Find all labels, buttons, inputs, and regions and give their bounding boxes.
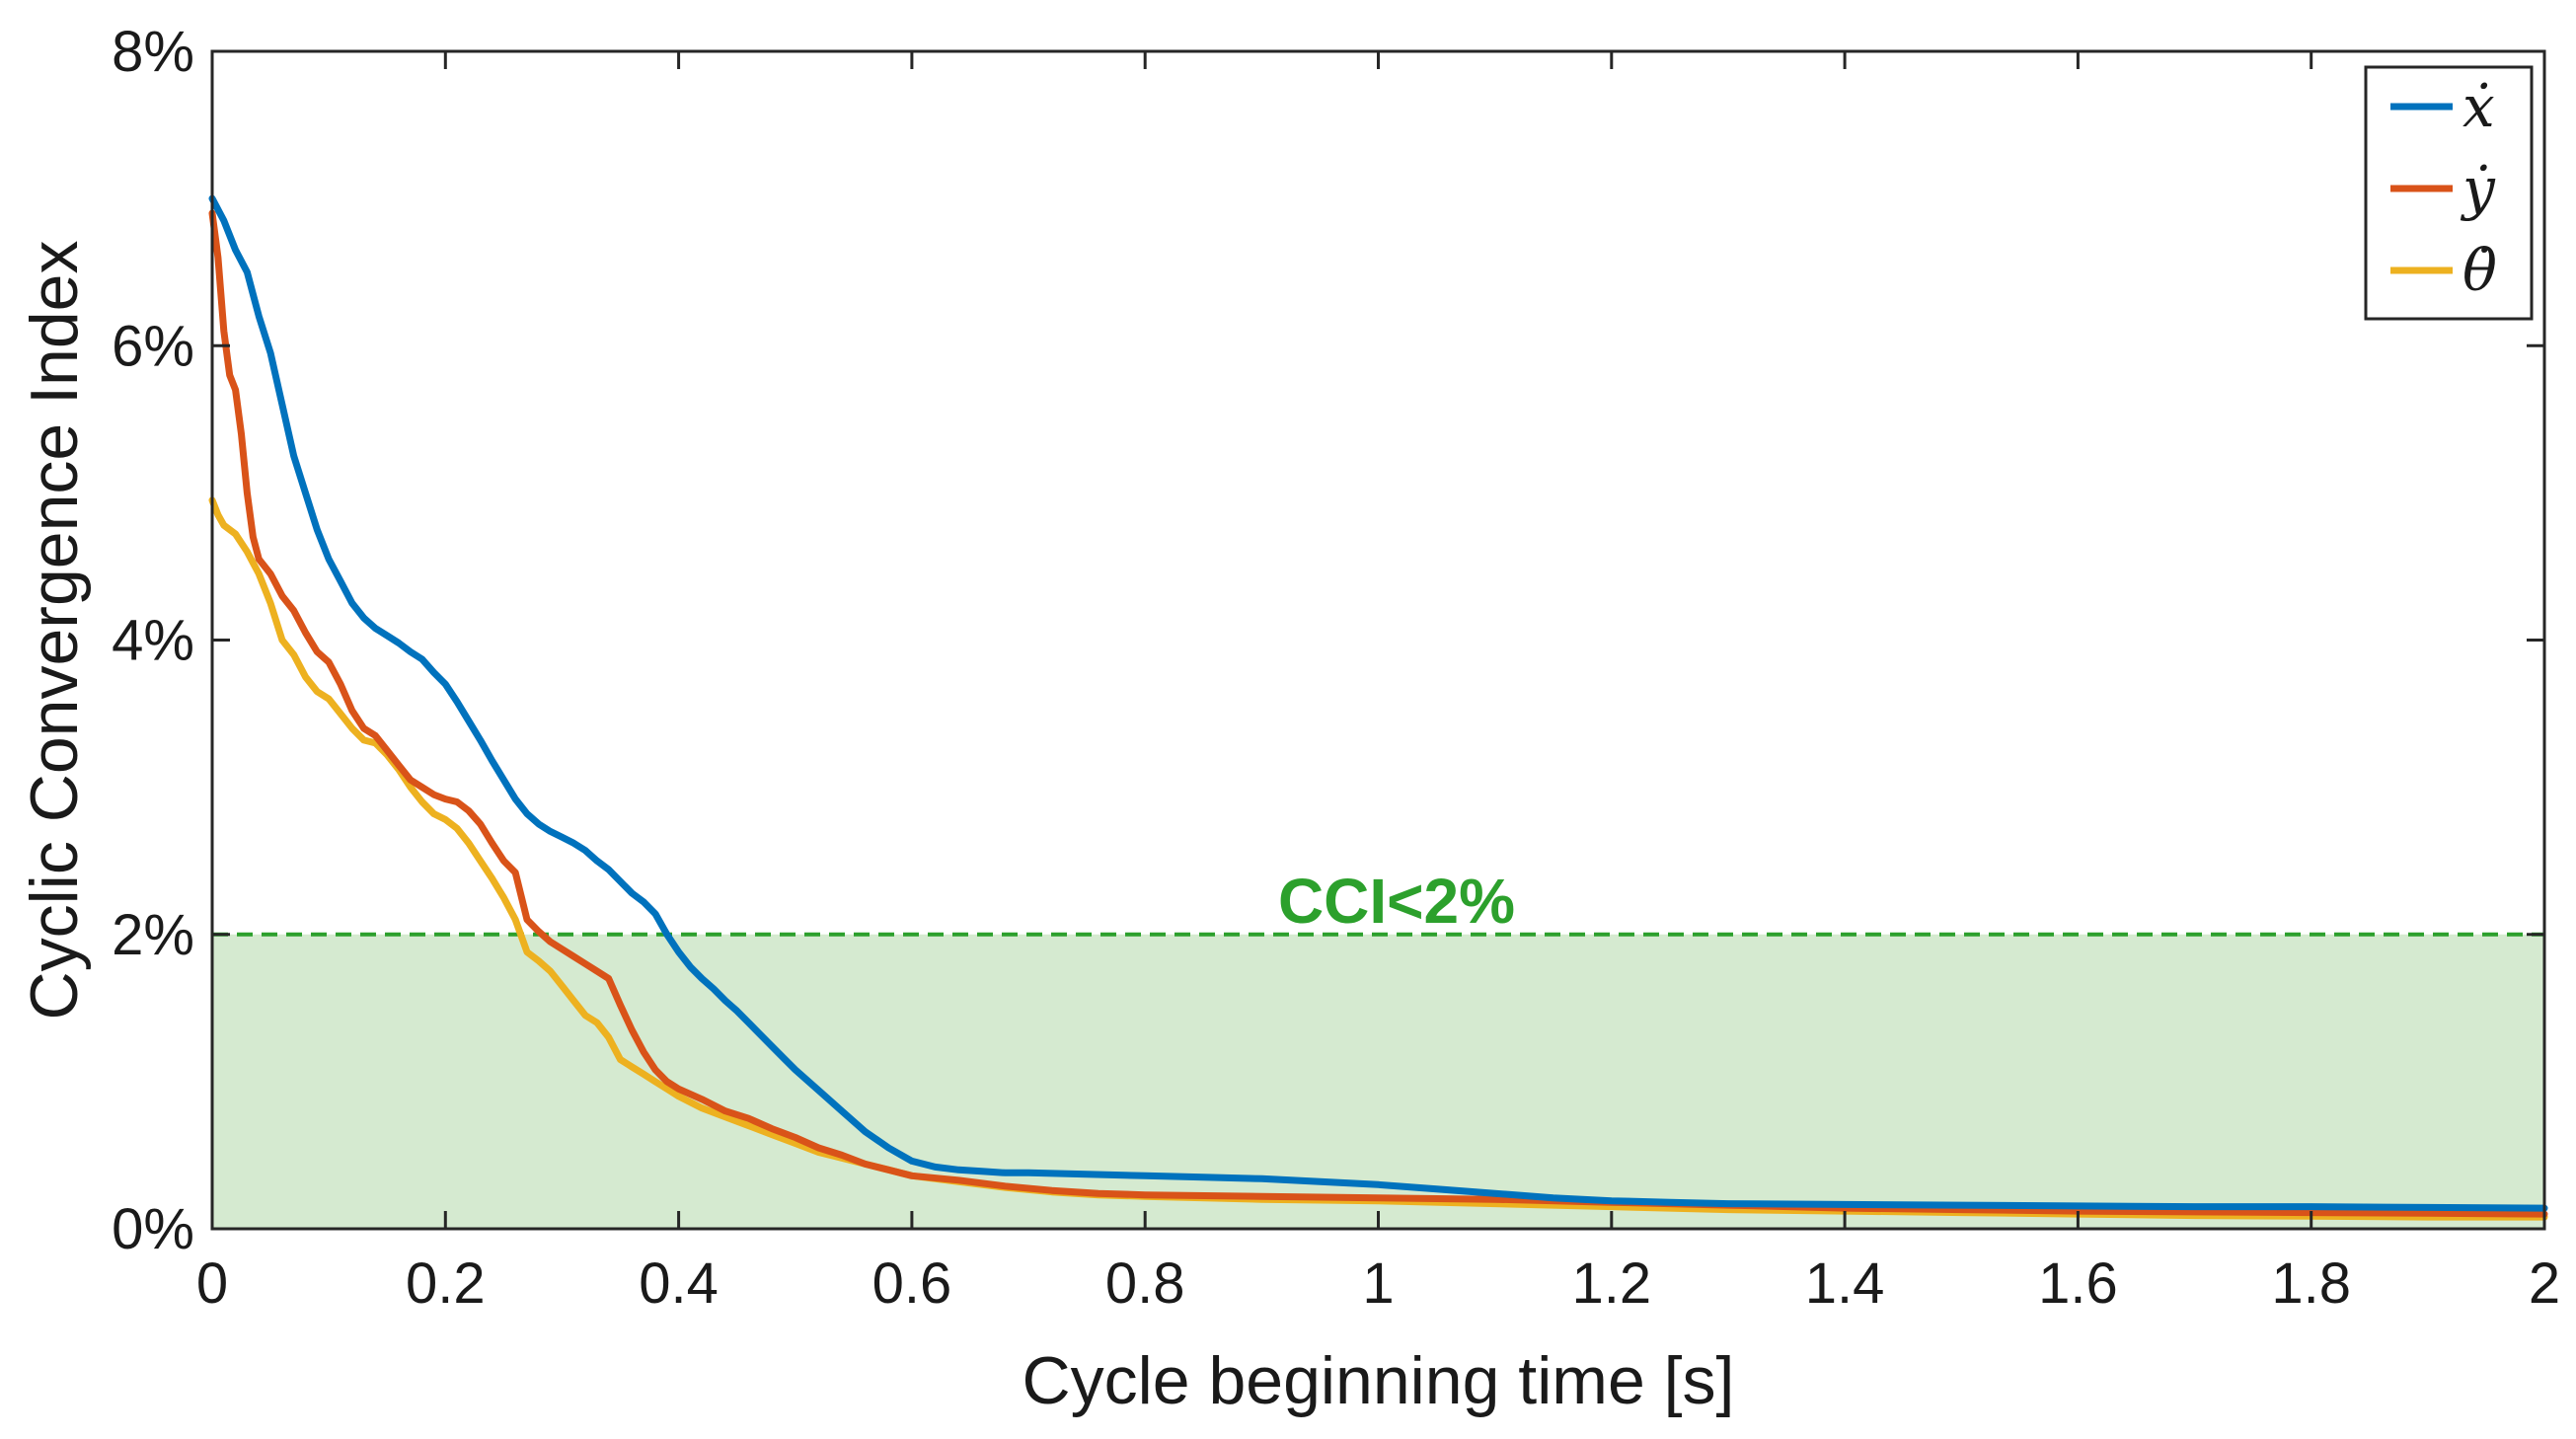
legend: ẋẏ θ̇ — [2364, 65, 2534, 321]
y-tick-label: 6% — [112, 314, 194, 378]
threshold-label: CCI<2% — [1278, 866, 1515, 937]
x-tick-label: 1.6 — [2038, 1251, 2118, 1316]
x-axis-title: Cycle beginning time [s] — [1023, 1343, 1735, 1418]
x-tick-label: 2 — [2529, 1251, 2560, 1316]
x-tick-label: 1.8 — [2271, 1251, 2351, 1316]
series-line-0 — [208, 194, 2548, 1212]
y-tick-label: 4% — [112, 609, 194, 673]
legend-entry: ẋ — [2462, 73, 2495, 140]
x-tick-label: 1.4 — [1805, 1251, 1885, 1316]
y-tick-label: 8% — [112, 20, 194, 84]
x-tick-label: 1.2 — [1571, 1251, 1651, 1316]
x-axis-ticks: 0 0.2 0.4 0.6 0.8 1 1.2 1.4 1.6 1.8 2 — [196, 51, 2560, 1316]
x-tick-label: 1 — [1362, 1251, 1394, 1316]
x-tick-label: 0.6 — [872, 1251, 952, 1316]
legend-entry: ẏ — [2460, 155, 2496, 222]
series-lines — [208, 194, 2548, 1221]
threshold-fill — [212, 934, 2544, 1229]
legend-entry: θ̇ — [2462, 237, 2497, 304]
x-tick-label: 0.2 — [406, 1251, 486, 1316]
x-tick-label: 0 — [196, 1251, 228, 1316]
x-tick-label: 0.8 — [1105, 1251, 1185, 1316]
x-tick-label: 0.4 — [639, 1251, 719, 1316]
y-axis-title: Cyclic Convergence Index — [17, 241, 92, 1021]
series-line-1 — [208, 209, 2548, 1218]
y-axis-ticks: 0% 2% 4% 6% 8% — [112, 20, 2544, 1261]
threshold-region — [212, 932, 2544, 1229]
y-tick-label: 2% — [112, 903, 194, 967]
y-tick-label: 0% — [112, 1197, 194, 1261]
